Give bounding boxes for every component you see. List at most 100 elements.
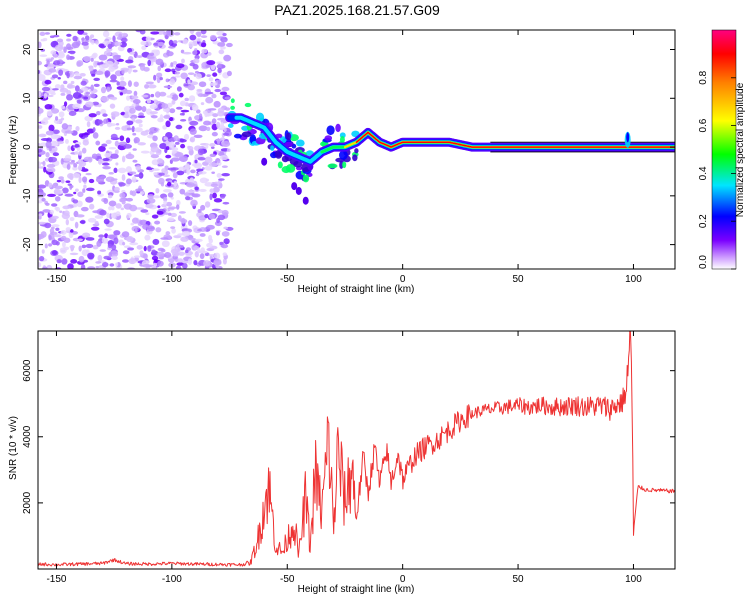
noise-speckle [105,60,114,68]
noise-speckle [193,260,198,266]
noise-speckle [48,234,52,241]
noise-speckle [198,125,208,132]
noise-speckle [168,39,174,47]
noise-speckle [42,266,48,269]
noise-speckle [74,150,80,155]
noise-speckle [182,263,188,269]
signal-blob [626,132,630,143]
noise-speckle [154,91,161,98]
noise-speckle [172,172,178,179]
noise-speckle [158,177,165,185]
noise-speckle [38,133,47,138]
noise-speckle [208,162,218,168]
noise-speckle [157,205,161,209]
noise-speckle [78,245,82,252]
noise-speckle [127,47,133,54]
noise-speckle [108,206,112,211]
noise-speckle [108,147,117,150]
noise-speckle [55,227,60,232]
noise-speckle [176,262,185,266]
noise-speckle [127,80,132,87]
noise-speckle [161,103,169,109]
noise-speckle [101,162,110,166]
noise-speckle [78,176,82,184]
noise-speckle [151,249,156,253]
noise-speckle [66,163,71,170]
noise-speckle [38,161,42,168]
noise-speckle [38,255,45,262]
noise-speckle [107,243,113,249]
noise-speckle [137,115,146,119]
noise-speckle [211,93,217,99]
noise-speckle [103,50,112,57]
noise-speckle [88,178,95,184]
noise-speckle [182,38,189,45]
noise-speckle [73,191,77,195]
noise-speckle [206,126,211,132]
colorbar-label: Normalized spectral amplitude [735,82,746,217]
noise-speckle [113,230,121,236]
noise-speckle [139,250,144,256]
noise-speckle [65,227,71,232]
noise-speckle [180,109,190,113]
noise-speckle [170,62,174,67]
noise-speckle [143,66,150,72]
noise-speckle [72,103,81,110]
noise-speckle [51,203,58,207]
noise-speckle [127,247,135,251]
noise-speckle [171,228,176,234]
noise-speckle [150,115,158,119]
noise-speckle [53,53,59,58]
noise-speckle [81,41,89,46]
noise-speckle [200,102,205,106]
noise-speckle [67,161,76,165]
noise-speckle [114,41,123,47]
noise-speckle [80,264,86,269]
noise-speckle [109,103,116,109]
noise-speckle [81,166,86,170]
noise-speckle [44,79,52,85]
noise-speckle [175,141,180,145]
noise-speckle [218,178,225,181]
signal-blob [274,149,283,159]
noise-speckle [111,255,118,261]
noise-speckle [180,119,187,122]
noise-speckle [85,187,95,192]
noise-speckle [38,148,43,153]
signal-blob [255,112,265,123]
noise-speckle [39,54,48,57]
noise-speckle [157,65,162,72]
noise-speckle [67,263,74,269]
spectrogram-x-label: Height of straight line (km) [298,284,415,295]
snr-panel: -150 -100 -50 0 50 100 2000 4000 6000 Height of… [8,330,676,595]
noise-speckle [92,101,100,106]
noise-speckle [54,84,61,90]
noise-speckle [221,173,230,177]
signal-blob [295,186,302,195]
noise-speckle [49,35,55,39]
noise-speckle [216,121,221,129]
noise-speckle [100,86,107,94]
noise-speckle [218,49,225,55]
noise-speckle [43,92,48,99]
noise-speckle [155,58,164,66]
noise-speckle [106,212,110,219]
noise-speckle [81,147,87,154]
noise-speckle [200,247,205,254]
noise-speckle [81,244,87,249]
noise-speckle [88,65,94,72]
noise-speckle [195,31,202,36]
noise-speckle [48,63,55,68]
noise-speckle [78,133,84,138]
noise-speckle [161,240,170,248]
noise-speckle [209,34,217,41]
snr-xtick-label: -150 [46,574,66,585]
noise-speckle [193,134,203,139]
noise-speckle [141,45,147,51]
noise-speckle [156,251,165,258]
noise-speckle [163,196,168,202]
noise-speckle [121,259,130,263]
noise-speckle [213,258,222,266]
noise-speckle [219,155,229,161]
